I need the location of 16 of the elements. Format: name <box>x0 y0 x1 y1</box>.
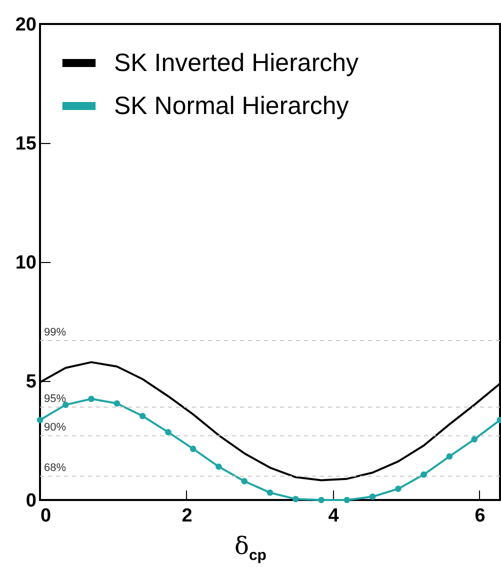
legend-label: SK Inverted Hierarchy <box>114 49 360 77</box>
x-tick-label: 2 <box>182 506 192 526</box>
annotation: 68% <box>44 462 66 474</box>
y-tick-label: 15 <box>15 134 37 154</box>
y-tick-label: 10 <box>15 252 36 274</box>
y-tick-label: 5 <box>26 372 37 392</box>
x-axis-title: δ$_{cp}$ <box>234 532 268 564</box>
annotation: 95% <box>44 393 66 406</box>
legend-label: SK Normal Hierarchy <box>114 92 350 120</box>
y-tick-label: 0 <box>26 490 36 512</box>
x-tick-label: 6 <box>474 506 486 526</box>
annotation: 99% <box>44 326 66 339</box>
annotation: 90% <box>44 422 66 434</box>
x-tick-label: 0 <box>40 506 52 526</box>
y-tick-label: 20 <box>15 14 36 36</box>
x-tick-label: 4 <box>328 506 340 526</box>
